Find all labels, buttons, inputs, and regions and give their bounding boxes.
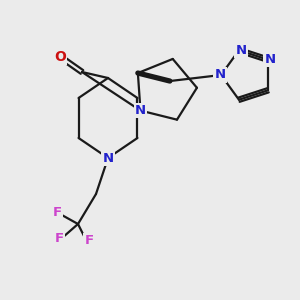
Text: N: N: [265, 53, 276, 66]
Text: N: N: [135, 104, 146, 117]
Text: N: N: [236, 44, 247, 57]
Text: F: F: [84, 235, 94, 248]
Text: N: N: [214, 68, 226, 82]
Text: N: N: [102, 152, 114, 164]
Text: O: O: [54, 50, 66, 64]
Text: F: F: [52, 206, 62, 220]
Text: F: F: [54, 232, 64, 245]
